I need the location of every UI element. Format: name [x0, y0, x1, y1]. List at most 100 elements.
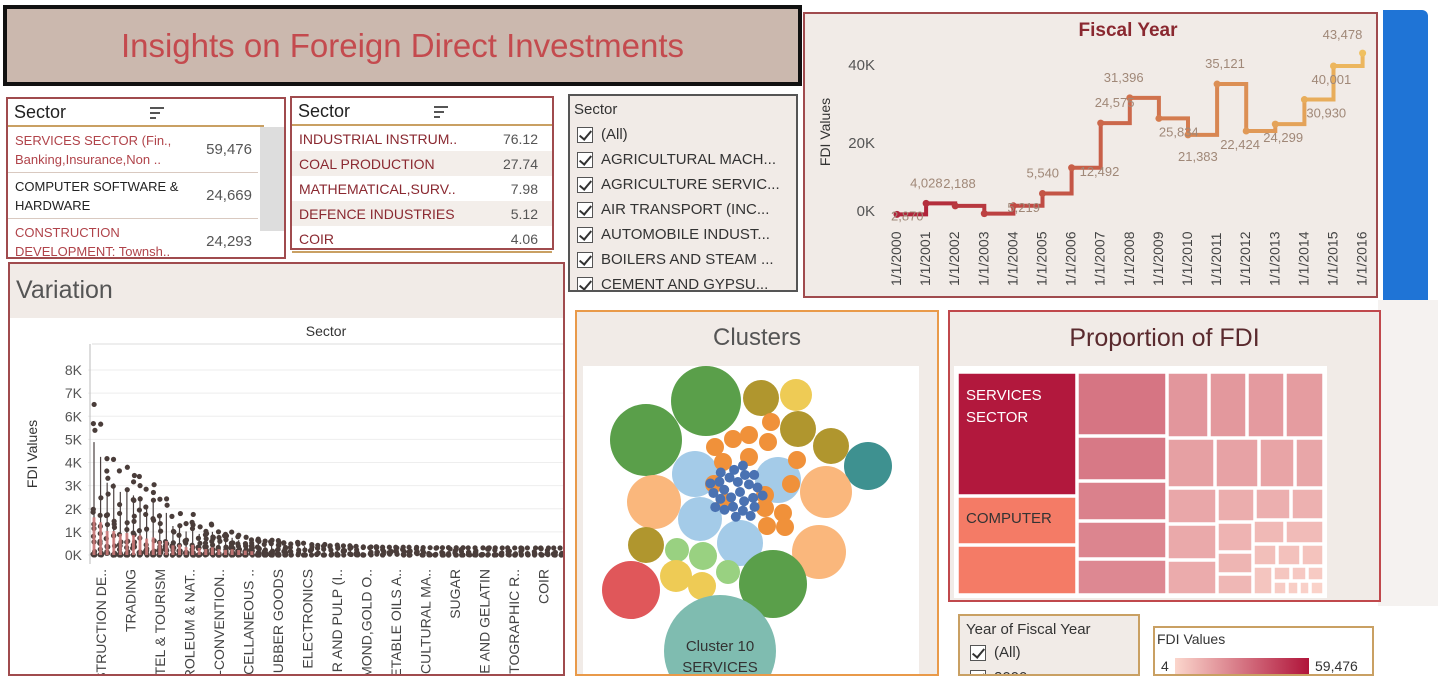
- filter-option[interactable]: AGRICULTURE SERVIC...: [577, 172, 796, 197]
- treemap-cell[interactable]: [1247, 372, 1285, 438]
- cluster-bubble[interactable]: [602, 561, 660, 619]
- cluster-bubble[interactable]: [748, 492, 759, 503]
- data-point[interactable]: [143, 511, 149, 518]
- treemap-cell[interactable]: [1167, 488, 1217, 524]
- cluster-bubble[interactable]: [735, 487, 745, 497]
- data-point[interactable]: [341, 552, 347, 558]
- sort-icon[interactable]: [150, 107, 164, 119]
- data-point[interactable]: [1271, 120, 1279, 128]
- data-point[interactable]: [340, 547, 347, 553]
- data-point[interactable]: [1242, 127, 1250, 135]
- data-point[interactable]: [281, 540, 287, 546]
- data-point[interactable]: [202, 540, 209, 546]
- data-point[interactable]: [518, 551, 524, 557]
- data-point[interactable]: [282, 552, 289, 558]
- data-point[interactable]: [143, 486, 149, 492]
- data-point[interactable]: [480, 545, 486, 551]
- cluster-bubble[interactable]: [726, 492, 737, 503]
- data-point[interactable]: [465, 545, 471, 551]
- treemap-cell[interactable]: [957, 545, 1077, 595]
- cluster-bubble[interactable]: [739, 469, 750, 480]
- cluster-bubble[interactable]: [627, 475, 681, 529]
- data-point[interactable]: [210, 534, 216, 540]
- data-point[interactable]: [243, 534, 249, 540]
- data-point[interactable]: [223, 544, 229, 550]
- data-point[interactable]: [131, 497, 137, 503]
- data-point[interactable]: [130, 479, 137, 485]
- data-point[interactable]: [97, 512, 103, 518]
- table-row[interactable]: DEFENCE INDUSTRIES 5.12: [292, 201, 552, 226]
- treemap-cell[interactable]: [1301, 544, 1324, 566]
- data-point[interactable]: [354, 547, 360, 553]
- table-header[interactable]: Sector: [8, 99, 264, 127]
- data-point[interactable]: [131, 472, 137, 479]
- data-point[interactable]: [492, 547, 498, 553]
- cluster-bubble[interactable]: [708, 487, 719, 498]
- treemap-cell[interactable]: [1291, 566, 1307, 581]
- data-point[interactable]: [131, 518, 137, 524]
- data-point[interactable]: [156, 513, 163, 519]
- filter-option[interactable]: AIR TRANSPORT (INC...: [577, 197, 796, 222]
- table-row[interactable]: MATHEMATICAL,SURV.. 7.98: [292, 176, 552, 201]
- data-point[interactable]: [1126, 94, 1134, 102]
- data-point[interactable]: [137, 496, 143, 502]
- data-point[interactable]: [197, 524, 203, 530]
- data-point[interactable]: [164, 502, 170, 508]
- data-point[interactable]: [328, 551, 335, 557]
- data-point[interactable]: [209, 522, 215, 528]
- cluster-bubble[interactable]: [610, 404, 682, 476]
- cluster-bubble[interactable]: [728, 501, 739, 512]
- data-point[interactable]: [465, 552, 472, 558]
- treemap-cell[interactable]: [957, 372, 1077, 496]
- data-point[interactable]: [506, 552, 512, 558]
- data-point[interactable]: [1097, 119, 1105, 127]
- checkbox-checked-icon[interactable]: [577, 226, 593, 243]
- data-point[interactable]: [439, 545, 446, 551]
- cluster-bubble[interactable]: [715, 493, 726, 504]
- data-point[interactable]: [327, 544, 333, 550]
- cluster-bubble[interactable]: [757, 490, 768, 501]
- cluster-bubble[interactable]: [774, 504, 792, 522]
- data-point[interactable]: [544, 550, 551, 556]
- cluster-bubble[interactable]: [714, 453, 732, 471]
- data-point[interactable]: [150, 489, 157, 496]
- data-point[interactable]: [315, 550, 321, 556]
- data-point[interactable]: [189, 525, 196, 532]
- data-point[interactable]: [302, 552, 308, 558]
- data-point[interactable]: [105, 475, 111, 481]
- treemap-cell[interactable]: [957, 496, 1077, 545]
- data-point[interactable]: [204, 530, 210, 537]
- table-row[interactable]: COIR 4.06: [292, 226, 552, 251]
- data-point[interactable]: [249, 543, 255, 550]
- data-point[interactable]: [537, 545, 544, 551]
- table-row[interactable]: COMPUTER SOFTWARE & HARDWARE 24,669: [8, 173, 258, 219]
- data-point[interactable]: [110, 483, 116, 489]
- data-point[interactable]: [447, 546, 453, 552]
- data-point[interactable]: [524, 545, 530, 551]
- data-point[interactable]: [473, 550, 479, 556]
- data-point[interactable]: [124, 526, 130, 533]
- data-point[interactable]: [531, 551, 538, 557]
- treemap-cell[interactable]: [1287, 581, 1299, 595]
- data-point[interactable]: [334, 551, 340, 557]
- data-point[interactable]: [314, 545, 321, 551]
- cluster-bubble[interactable]: [780, 411, 816, 447]
- data-point[interactable]: [190, 511, 196, 518]
- cluster-bubble[interactable]: [730, 511, 741, 522]
- data-point[interactable]: [427, 545, 433, 551]
- data-point[interactable]: [90, 506, 96, 512]
- data-point[interactable]: [368, 549, 374, 555]
- cluster-bubble[interactable]: [743, 479, 754, 490]
- checkbox-checked-icon[interactable]: [577, 251, 593, 268]
- data-point[interactable]: [367, 545, 373, 551]
- checkbox-checked-icon[interactable]: [970, 644, 986, 661]
- cluster-bubble[interactable]: [745, 510, 756, 521]
- data-point[interactable]: [110, 456, 117, 462]
- data-point[interactable]: [320, 543, 327, 549]
- data-point[interactable]: [150, 497, 157, 503]
- data-point[interactable]: [263, 552, 269, 558]
- checkbox-checked-icon[interactable]: [577, 176, 593, 193]
- cluster-bubble[interactable]: [710, 502, 721, 513]
- cluster-bubble[interactable]: [749, 501, 760, 512]
- cluster-bubble[interactable]: [705, 478, 716, 489]
